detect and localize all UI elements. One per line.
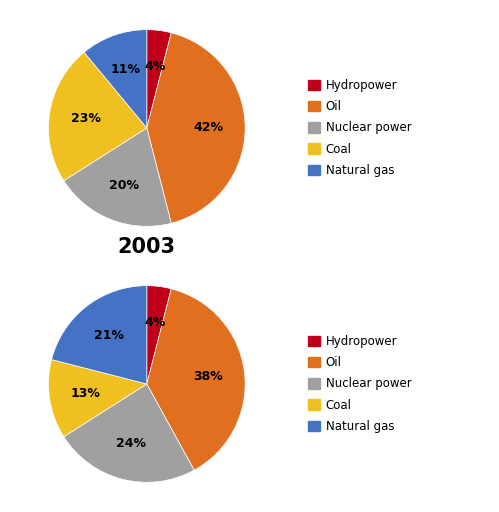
- Wedge shape: [64, 384, 194, 482]
- Title: 1983: 1983: [118, 0, 176, 1]
- Legend: Hydropower, Oil, Nuclear power, Coal, Natural gas: Hydropower, Oil, Nuclear power, Coal, Na…: [304, 331, 415, 437]
- Wedge shape: [147, 289, 245, 470]
- Legend: Hydropower, Oil, Nuclear power, Coal, Natural gas: Hydropower, Oil, Nuclear power, Coal, Na…: [304, 75, 415, 181]
- Wedge shape: [51, 286, 147, 384]
- Wedge shape: [84, 30, 147, 128]
- Text: 11%: 11%: [111, 63, 141, 76]
- Text: 13%: 13%: [71, 387, 101, 400]
- Title: 2003: 2003: [118, 237, 176, 257]
- Wedge shape: [147, 30, 171, 128]
- Text: 4%: 4%: [144, 316, 165, 329]
- Wedge shape: [147, 33, 245, 223]
- Text: 38%: 38%: [194, 370, 223, 383]
- Wedge shape: [147, 286, 171, 384]
- Wedge shape: [64, 128, 171, 226]
- Text: 24%: 24%: [116, 437, 146, 451]
- Text: 23%: 23%: [71, 112, 101, 125]
- Text: 42%: 42%: [194, 121, 224, 135]
- Wedge shape: [48, 359, 147, 437]
- Text: 20%: 20%: [109, 179, 139, 192]
- Text: 4%: 4%: [144, 60, 165, 73]
- Text: 21%: 21%: [94, 329, 124, 342]
- Wedge shape: [48, 52, 147, 181]
